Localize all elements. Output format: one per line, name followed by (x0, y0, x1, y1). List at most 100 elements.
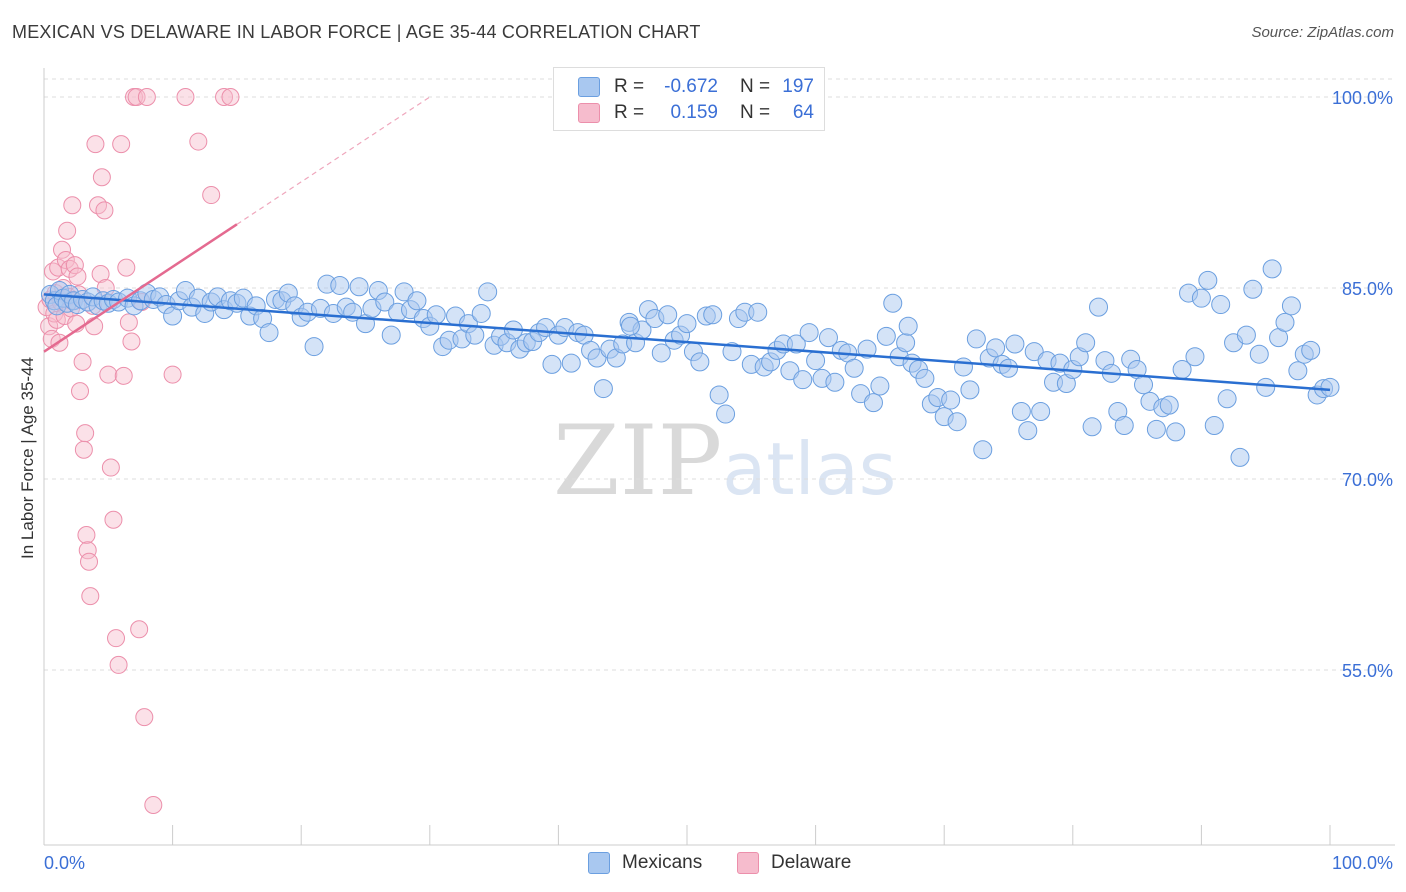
mexicans-point (1256, 377, 1276, 397)
delaware-point (137, 88, 156, 106)
x-tick-label: 0.0% (44, 853, 85, 873)
mexicans-point (703, 305, 723, 325)
delaware-point (114, 366, 133, 385)
delaware-point (101, 458, 120, 477)
mexicans-point (1262, 259, 1282, 279)
delaware-point (76, 424, 95, 443)
mexicans-point (375, 292, 395, 312)
mexicans-point (999, 358, 1018, 378)
y-tick-label: 100.0% (1332, 88, 1393, 108)
delaware-point (92, 168, 111, 187)
delaware-point (95, 201, 114, 220)
mexicans-point (786, 334, 806, 354)
mexicans-point (1011, 402, 1031, 422)
mexicans-point (330, 275, 350, 295)
mexicans-point (1236, 325, 1256, 345)
tick-labels: 55.0% 70.0% 85.0% 100.0% 0.0% 100.0% (44, 88, 1393, 873)
mexicans-point (1288, 361, 1308, 381)
mexicans-point (863, 393, 883, 413)
mexicans-point (1320, 377, 1340, 397)
legend-label-delaware: Delaware (771, 852, 852, 873)
y-tick-label: 85.0% (1342, 279, 1393, 299)
delaware-point (176, 88, 195, 106)
delaware-point (202, 186, 221, 205)
delaware-point (53, 240, 72, 259)
mexicans-trend-line (43, 293, 1331, 392)
mexicans-point (1031, 402, 1051, 422)
delaware-point (74, 440, 93, 459)
y-axis-label: In Labor Force | Age 35-44 (18, 357, 37, 559)
delaware-point (189, 132, 208, 151)
mexicans-point (1185, 347, 1205, 367)
delaware-point (86, 135, 105, 154)
legend-r-label: R = (614, 102, 645, 123)
legend-item-mexicans[interactable]: Mexicans (588, 852, 702, 874)
mexicans-point (941, 390, 961, 410)
mexicans-point (793, 370, 813, 390)
axes (43, 68, 1395, 846)
mexicans-point (876, 326, 896, 346)
legend-swatch-pink (578, 103, 600, 123)
mexicans-point (806, 351, 826, 371)
mexicans-point (844, 358, 864, 378)
legend-row-delaware: R = 0.159 N = 64 (578, 101, 814, 125)
delaware-point (130, 620, 149, 639)
delaware-point (99, 365, 118, 384)
delaware-point (81, 587, 100, 606)
delaware-point (117, 258, 136, 277)
legend-n-value: 64 (792, 102, 814, 123)
mexicans-point (304, 337, 324, 357)
delaware-point (58, 221, 77, 240)
y-tick-label: 70.0% (1342, 470, 1393, 490)
delaware-point (85, 317, 104, 336)
legend-r-label: R = (614, 76, 645, 97)
legend-item-delaware[interactable]: Delaware (737, 852, 851, 874)
legend-label-mexicans: Mexicans (622, 852, 703, 873)
mexicans-point (716, 404, 736, 424)
delaware-point (109, 655, 128, 674)
mexicans-point (1076, 333, 1096, 353)
legend-n-label: N = (740, 76, 771, 97)
mexicans-point (1249, 344, 1269, 364)
trend-lines (43, 96, 1331, 392)
delaware-trend-extension (236, 96, 431, 225)
mexicans-point (677, 314, 697, 334)
mexicans-point (896, 333, 916, 353)
series-legend: Mexicans Delaware (0, 852, 1406, 878)
mexicans-point (915, 368, 935, 388)
mexicans-point (960, 380, 980, 400)
mexicans-point (1275, 312, 1295, 332)
mexicans-point (1211, 295, 1231, 315)
delaware-point (112, 135, 131, 154)
mexicans-point (722, 342, 742, 362)
mexicans-point (259, 323, 279, 343)
delaware-trend-line (43, 223, 238, 353)
delaware-point (56, 250, 75, 269)
legend-n-label: N = (740, 102, 771, 123)
delaware-point (127, 88, 146, 106)
mexicans-point (1114, 416, 1134, 436)
delaware-point (104, 510, 123, 529)
mexicans-point (953, 357, 973, 377)
mexicans-point (407, 291, 427, 311)
mexicans-point (1230, 447, 1250, 467)
legend-r-value: -0.672 (664, 76, 718, 97)
legend-n-value: 197 (782, 76, 814, 97)
mexicans-point (986, 338, 1006, 358)
delaware-point (65, 256, 84, 275)
legend-row-mexicans: R = -0.672 N = 197 (578, 75, 814, 99)
mexicans-point (1082, 417, 1102, 437)
mexicans-point (1166, 422, 1186, 442)
delaware-point (63, 196, 82, 215)
y-tick-label: 55.0% (1342, 661, 1393, 681)
mexicans-point (1204, 416, 1224, 436)
mexicans-point (973, 440, 993, 460)
delaware-points (37, 88, 240, 814)
mexicans-point (709, 385, 729, 405)
delaware-point (122, 332, 141, 351)
delaware-point (78, 541, 97, 560)
chart-title: MEXICAN VS DELAWARE IN LABOR FORCE | AGE… (12, 22, 701, 42)
mexicans-point (658, 305, 678, 325)
delaware-point (144, 795, 163, 814)
